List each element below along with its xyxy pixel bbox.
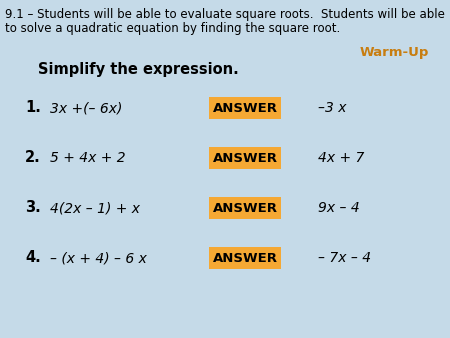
Text: 9x – 4: 9x – 4 bbox=[318, 201, 360, 215]
Text: to solve a quadratic equation by finding the square root.: to solve a quadratic equation by finding… bbox=[5, 22, 340, 35]
Text: 5 + 4x + 2: 5 + 4x + 2 bbox=[50, 151, 126, 165]
Text: 3.: 3. bbox=[25, 200, 41, 216]
Text: – (x + 4) – 6 x: – (x + 4) – 6 x bbox=[50, 251, 147, 265]
Text: ANSWER: ANSWER bbox=[212, 151, 278, 165]
Text: 1.: 1. bbox=[25, 100, 41, 116]
FancyBboxPatch shape bbox=[209, 147, 281, 169]
Text: Warm-Up: Warm-Up bbox=[360, 46, 429, 59]
Text: Simplify the expression.: Simplify the expression. bbox=[38, 62, 239, 77]
Text: ANSWER: ANSWER bbox=[212, 201, 278, 215]
Text: 2.: 2. bbox=[25, 150, 41, 166]
Text: –3 x: –3 x bbox=[318, 101, 346, 115]
Text: ANSWER: ANSWER bbox=[212, 101, 278, 115]
FancyBboxPatch shape bbox=[209, 197, 281, 219]
Text: 3x +(– 6x): 3x +(– 6x) bbox=[50, 101, 122, 115]
FancyBboxPatch shape bbox=[209, 97, 281, 119]
Text: 9.1 – Students will be able to evaluate square roots.  Students will be able: 9.1 – Students will be able to evaluate … bbox=[5, 8, 445, 21]
FancyBboxPatch shape bbox=[209, 247, 281, 269]
Text: 4x + 7: 4x + 7 bbox=[318, 151, 364, 165]
Text: ANSWER: ANSWER bbox=[212, 251, 278, 265]
Text: 4(2x – 1) + x: 4(2x – 1) + x bbox=[50, 201, 140, 215]
Text: 4.: 4. bbox=[25, 250, 41, 266]
Text: – 7x – 4: – 7x – 4 bbox=[318, 251, 371, 265]
